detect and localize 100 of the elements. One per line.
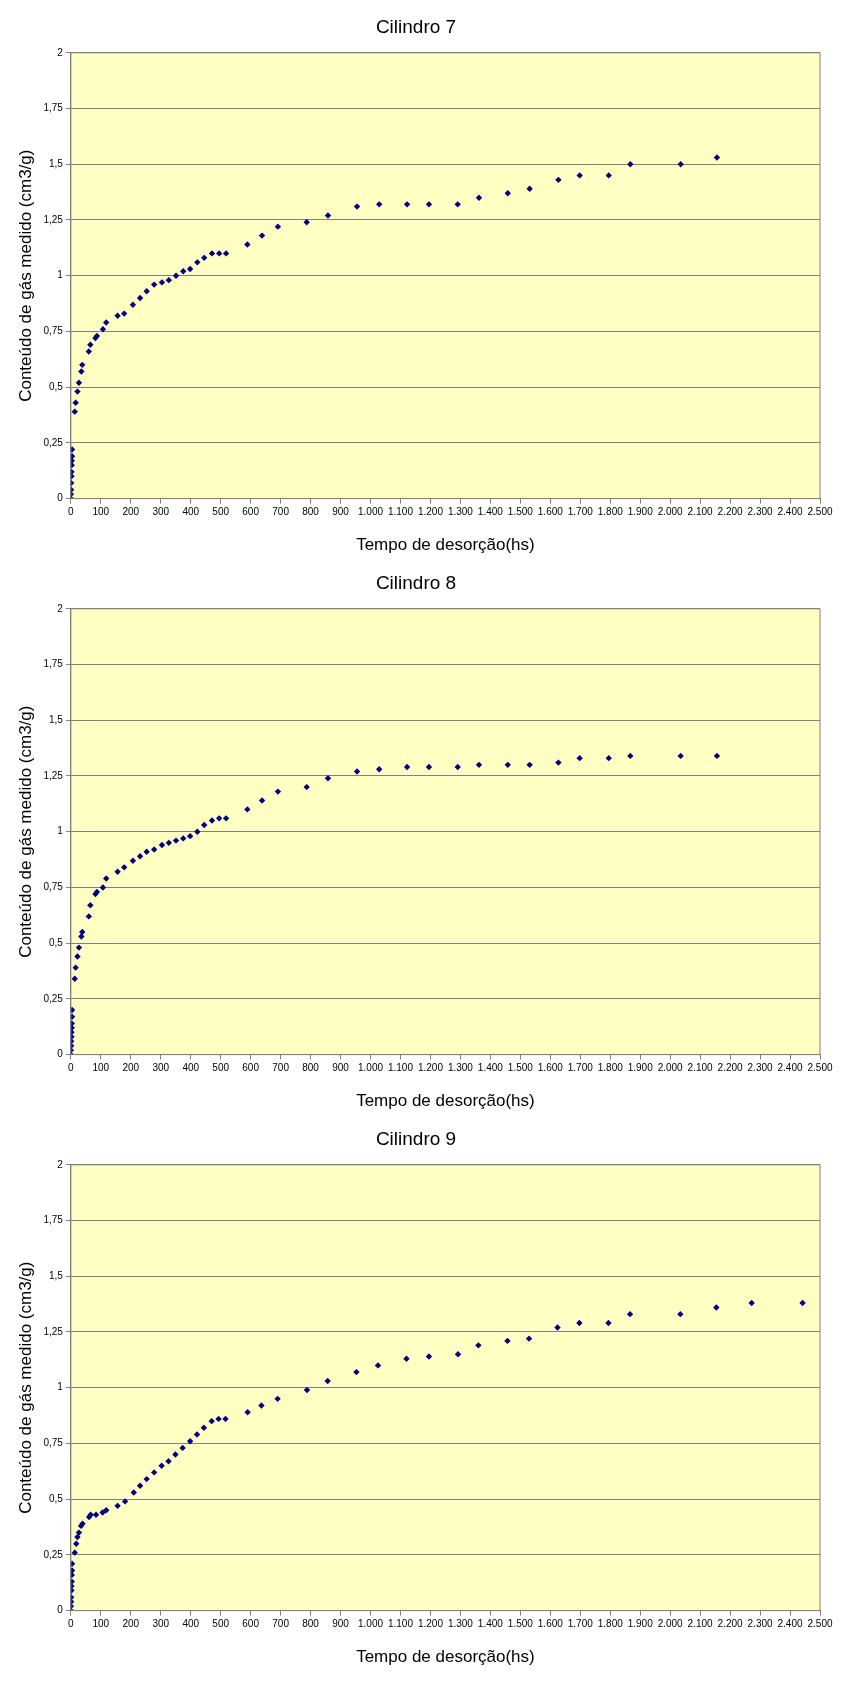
x-tick-label: 2.300 <box>747 506 774 518</box>
x-tick-label: 2.400 <box>777 1618 803 1630</box>
x-tick-label: 2.200 <box>717 1618 744 1630</box>
y-tick-label: 2 <box>57 46 64 58</box>
x-tick-label: 500 <box>212 1618 230 1630</box>
x-tick-label: 1.600 <box>537 506 564 518</box>
y-tick-label: 1,5 <box>48 158 64 169</box>
x-tick-label: 2.200 <box>717 1062 744 1074</box>
x-tick-label: 1.400 <box>477 1618 504 1630</box>
x-tick-label: 0 <box>68 1062 75 1074</box>
x-tick-label: 1.500 <box>507 1618 534 1630</box>
y-tick-label: 1,25 <box>43 1325 64 1337</box>
x-tick-label: 1.100 <box>387 1618 414 1630</box>
y-tick-label: 1 <box>57 825 64 837</box>
x-tick-label: 200 <box>122 1062 140 1074</box>
x-tick-label: 2.500 <box>807 1618 833 1630</box>
y-tick-label: 0,25 <box>43 1548 64 1560</box>
x-axis-title: Tempo de desorção(hs) <box>356 1647 535 1667</box>
x-tick-label: 2.000 <box>657 506 684 518</box>
y-axis-title: Conteúdo de gás medido (cm3/g) <box>15 1261 35 1514</box>
y-tick-label: 0,75 <box>43 881 64 893</box>
x-tick-label: 1.400 <box>477 506 504 518</box>
x-tick-label: 1.300 <box>447 1618 474 1630</box>
x-tick-label: 1.100 <box>387 1062 414 1074</box>
x-tick-label: 800 <box>302 1618 320 1630</box>
x-tick-label: 2.500 <box>807 506 833 518</box>
x-tick-label: 1.300 <box>447 506 474 518</box>
y-tick-label: 0,25 <box>43 436 64 448</box>
y-tick-label: 0,75 <box>43 325 64 337</box>
y-tick-label: 0 <box>57 1048 64 1060</box>
x-tick-label: 900 <box>332 506 350 518</box>
y-tick-label: 2 <box>57 1158 64 1170</box>
x-tick-label: 500 <box>212 506 230 518</box>
x-tick-label: 700 <box>272 1618 290 1630</box>
y-tick-label: 1,25 <box>43 769 64 781</box>
x-tick-label: 2.000 <box>657 1618 684 1630</box>
x-tick-label: 700 <box>272 506 290 518</box>
x-tick-label: 2.400 <box>777 1062 803 1074</box>
x-tick-label: 1.200 <box>417 1062 444 1074</box>
x-tick-label: 1.900 <box>627 506 654 518</box>
x-tick-label: 1.200 <box>417 1618 444 1630</box>
x-tick-label: 200 <box>122 506 140 518</box>
y-tick-label: 1,5 <box>48 714 64 725</box>
x-tick-label: 100 <box>92 1062 110 1074</box>
x-tick-label: 2.300 <box>747 1618 774 1630</box>
y-tick-label: 0 <box>57 492 64 504</box>
y-tick-label: 2 <box>57 602 64 614</box>
x-tick-label: 800 <box>302 506 320 518</box>
x-tick-label: 1.900 <box>627 1618 654 1630</box>
x-tick-label: 2.300 <box>747 1062 774 1074</box>
y-axis-title: Conteúdo de gás medido (cm3/g) <box>15 705 35 958</box>
x-tick-label: 2.500 <box>807 1062 833 1074</box>
x-tick-label: 1.800 <box>597 506 624 518</box>
chart-title: Cilindro 8 <box>375 571 457 593</box>
x-tick-label: 100 <box>92 1618 110 1630</box>
x-tick-label: 1.000 <box>358 506 384 518</box>
x-tick-label: 100 <box>92 506 110 518</box>
x-tick-label: 0 <box>68 1618 75 1630</box>
y-axis-title: Conteúdo de gás medido (cm3/g) <box>15 149 35 402</box>
x-tick-label: 600 <box>242 506 260 518</box>
x-tick-label: 1.900 <box>627 1062 654 1074</box>
x-tick-label: 1.100 <box>387 506 414 518</box>
x-tick-label: 2.100 <box>687 1062 714 1074</box>
x-tick-label: 1.500 <box>507 506 534 518</box>
x-tick-label: 1.700 <box>567 1062 594 1074</box>
y-tick-label: 1,75 <box>43 1214 64 1226</box>
x-tick-label: 0 <box>68 506 75 518</box>
x-tick-label: 1.800 <box>597 1618 624 1630</box>
x-tick-label: 1.700 <box>567 506 594 518</box>
x-tick-label: 1.500 <box>507 1062 534 1074</box>
y-tick-label: 0,75 <box>43 1437 64 1449</box>
x-tick-label: 1.600 <box>537 1618 564 1630</box>
x-tick-label: 2.100 <box>687 506 714 518</box>
x-tick-label: 2.000 <box>657 1062 684 1074</box>
y-tick-label: 1,5 <box>48 1270 64 1281</box>
x-tick-label: 700 <box>272 1062 290 1074</box>
x-tick-label: 300 <box>152 506 170 518</box>
x-tick-label: 1.200 <box>417 506 444 518</box>
x-tick-label: 600 <box>242 1062 260 1074</box>
x-tick-label: 1.700 <box>567 1618 594 1630</box>
x-tick-label: 400 <box>182 506 200 518</box>
x-tick-label: 400 <box>182 1062 200 1074</box>
x-axis-title: Tempo de desorção(hs) <box>356 535 535 555</box>
y-tick-label: 1 <box>57 269 64 281</box>
x-tick-label: 1.800 <box>597 1062 624 1074</box>
chart-title: Cilindro 9 <box>375 1127 457 1149</box>
x-tick-label: 300 <box>152 1618 170 1630</box>
x-tick-label: 900 <box>332 1062 350 1074</box>
x-tick-label: 400 <box>182 1618 200 1630</box>
y-tick-label: 1,75 <box>43 102 64 114</box>
chart-title: Cilindro 7 <box>375 15 457 37</box>
x-tick-label: 500 <box>212 1062 230 1074</box>
y-tick-label: 1,75 <box>43 658 64 670</box>
y-tick-label: 0,5 <box>48 936 64 948</box>
y-tick-label: 1,25 <box>43 213 64 225</box>
x-tick-label: 2.100 <box>687 1618 714 1630</box>
x-tick-label: 1.400 <box>477 1062 504 1074</box>
x-tick-label: 800 <box>302 1062 320 1074</box>
x-tick-label: 900 <box>332 1618 350 1630</box>
x-tick-label: 1.000 <box>358 1062 384 1074</box>
